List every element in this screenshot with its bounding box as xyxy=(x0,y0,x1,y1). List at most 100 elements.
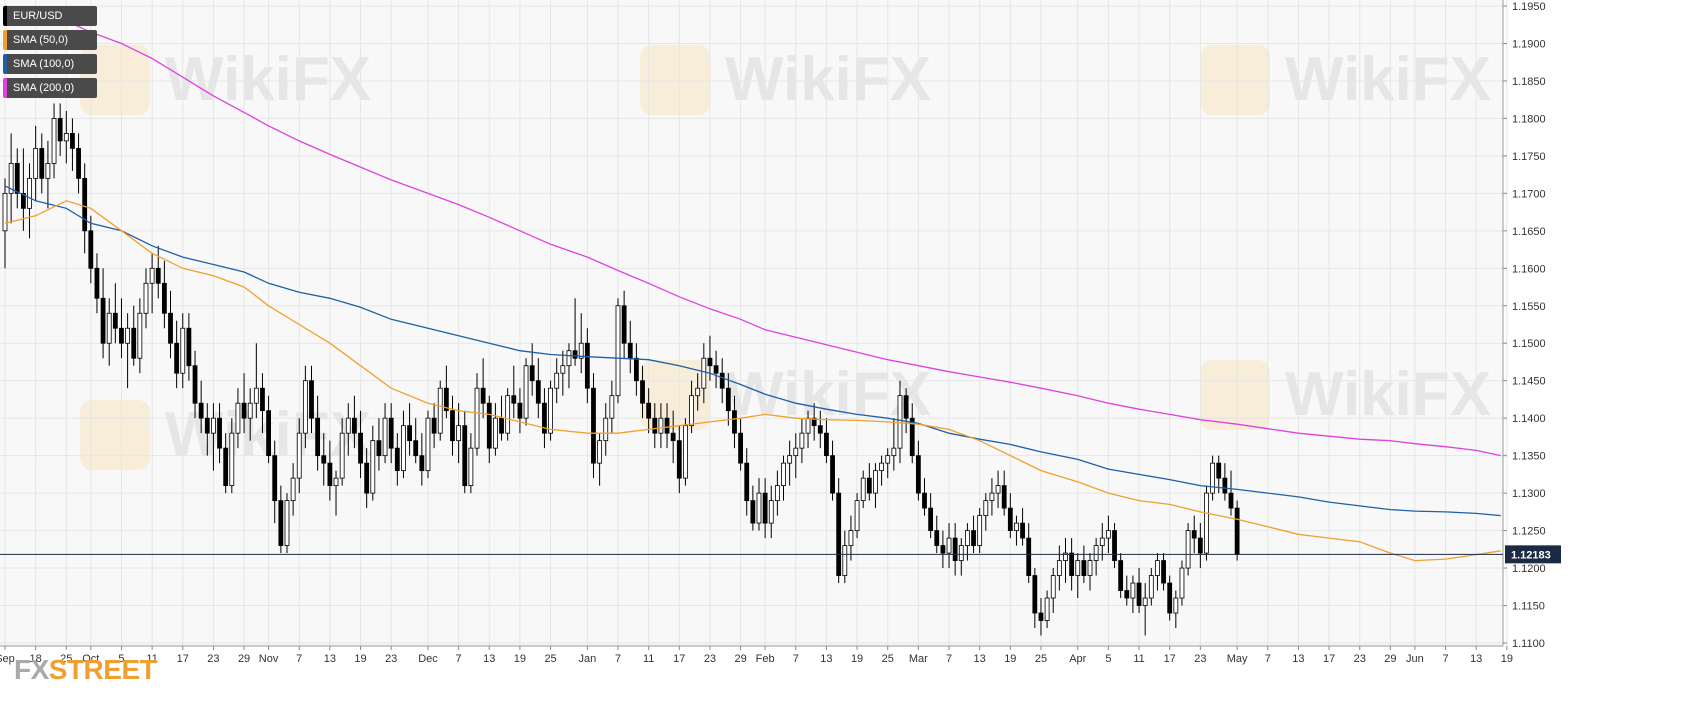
x-tick-label: 7 xyxy=(946,653,952,665)
candle-body xyxy=(676,440,682,479)
candle-body xyxy=(82,177,88,232)
candle-body xyxy=(364,462,370,494)
x-tick-label: 25 xyxy=(60,653,72,665)
candle-body xyxy=(529,365,535,382)
candle-body xyxy=(719,372,725,389)
candle-body xyxy=(229,432,235,487)
x-tick-label: Nov xyxy=(259,653,279,665)
candle-body xyxy=(1032,575,1038,614)
candle-body xyxy=(958,545,964,561)
y-tick-label: 1.1100 xyxy=(1512,638,1545,650)
candle-body xyxy=(272,455,278,502)
x-tick-label: 7 xyxy=(1442,653,1448,665)
candle-body xyxy=(762,492,768,524)
candle-body xyxy=(811,417,817,427)
watermark-text: WikiFX xyxy=(1285,360,1491,429)
candle-body xyxy=(627,342,633,359)
legend-item-eurusd[interactable]: EUR/USD xyxy=(3,6,97,26)
x-tick-label: 18 xyxy=(30,653,42,665)
candle-body xyxy=(241,402,247,419)
candle-body xyxy=(474,387,480,449)
candle-body xyxy=(137,312,143,359)
x-tick-label: 13 xyxy=(1470,653,1482,665)
candle-body xyxy=(131,327,137,359)
candle-body xyxy=(499,417,504,434)
candle-body xyxy=(511,395,517,404)
candle-body xyxy=(1093,545,1099,561)
candle-body xyxy=(615,305,621,397)
x-tick-label: 13 xyxy=(820,653,832,665)
x-tick-label: Sep xyxy=(0,653,15,665)
watermark-logo-icon xyxy=(640,45,710,115)
candle-body xyxy=(995,485,1001,494)
y-tick-label: 1.1250 xyxy=(1512,526,1546,538)
candle-body xyxy=(106,312,112,344)
x-tick-label: May xyxy=(1227,653,1248,665)
candle-body xyxy=(413,440,419,457)
x-tick-label: 29 xyxy=(238,653,250,665)
brand-logo: FXSTREET xyxy=(14,654,157,686)
candle-body xyxy=(566,350,572,367)
candle-body xyxy=(376,440,382,457)
candle-body xyxy=(824,432,829,457)
candle-body xyxy=(560,365,566,374)
candle-body xyxy=(1063,552,1068,561)
candle-body xyxy=(1204,492,1209,554)
candle-body xyxy=(260,387,265,412)
watermark-logo-icon xyxy=(80,45,150,115)
candle-body xyxy=(793,447,799,457)
candle-body xyxy=(689,395,694,427)
candle-body xyxy=(1020,522,1025,539)
candle-body xyxy=(977,515,983,546)
candle-body xyxy=(51,118,57,164)
candle-body xyxy=(695,387,701,397)
legend-item-sma50[interactable]: SMA (50,0) xyxy=(3,30,97,50)
legend-item-sma100[interactable]: SMA (100,0) xyxy=(3,54,97,74)
candle-body xyxy=(100,297,106,344)
sma-50-line xyxy=(4,200,1501,562)
watermark-text: WikiFX xyxy=(725,45,931,114)
candle-body xyxy=(211,417,216,434)
legend-item-sma200[interactable]: SMA (200,0) xyxy=(3,78,97,98)
y-tick-label: 1.1400 xyxy=(1512,413,1546,425)
candle-body xyxy=(315,417,321,457)
grid xyxy=(0,0,1508,646)
candle-body xyxy=(1075,560,1081,576)
candle-body xyxy=(989,492,995,502)
x-tick-label: 7 xyxy=(296,653,302,665)
candle-body xyxy=(1136,582,1142,606)
candle-body xyxy=(774,485,780,502)
candle-body xyxy=(27,177,32,209)
candles xyxy=(2,103,1240,636)
watermark-text: WikiFX xyxy=(1285,45,1491,114)
candle-body xyxy=(1161,560,1166,584)
candle-body xyxy=(119,327,124,344)
candle-body xyxy=(897,395,903,449)
candle-body xyxy=(284,500,290,546)
candle-body xyxy=(903,395,909,419)
candle-body xyxy=(1124,590,1130,599)
x-tick-label: 7 xyxy=(1265,653,1271,665)
candle-body xyxy=(480,387,486,404)
x-tick-label: 25 xyxy=(1035,653,1047,665)
candle-body xyxy=(456,425,462,442)
watermark-logo-icon xyxy=(1200,45,1270,115)
candle-body xyxy=(768,500,774,524)
x-tick-label: Apr xyxy=(1069,653,1086,665)
candle-body xyxy=(168,312,173,344)
x-tick-label: Oct xyxy=(82,653,99,665)
candle-body xyxy=(1216,462,1222,479)
candle-body xyxy=(1210,462,1216,494)
y-tick-label: 1.1550 xyxy=(1512,301,1546,313)
candle-body xyxy=(584,342,590,389)
candle-body xyxy=(817,425,823,434)
candle-body xyxy=(830,455,835,494)
x-tick-label: 13 xyxy=(324,653,336,665)
last-price-marker: 1.12183 xyxy=(0,545,1561,564)
candle-body xyxy=(842,545,848,576)
candle-body xyxy=(523,365,529,419)
candle-body xyxy=(1118,560,1124,591)
candle-body xyxy=(2,192,8,232)
candle-body xyxy=(352,417,357,434)
legend: EUR/USD SMA (50,0) SMA (100,0) SMA (200,… xyxy=(3,6,97,98)
